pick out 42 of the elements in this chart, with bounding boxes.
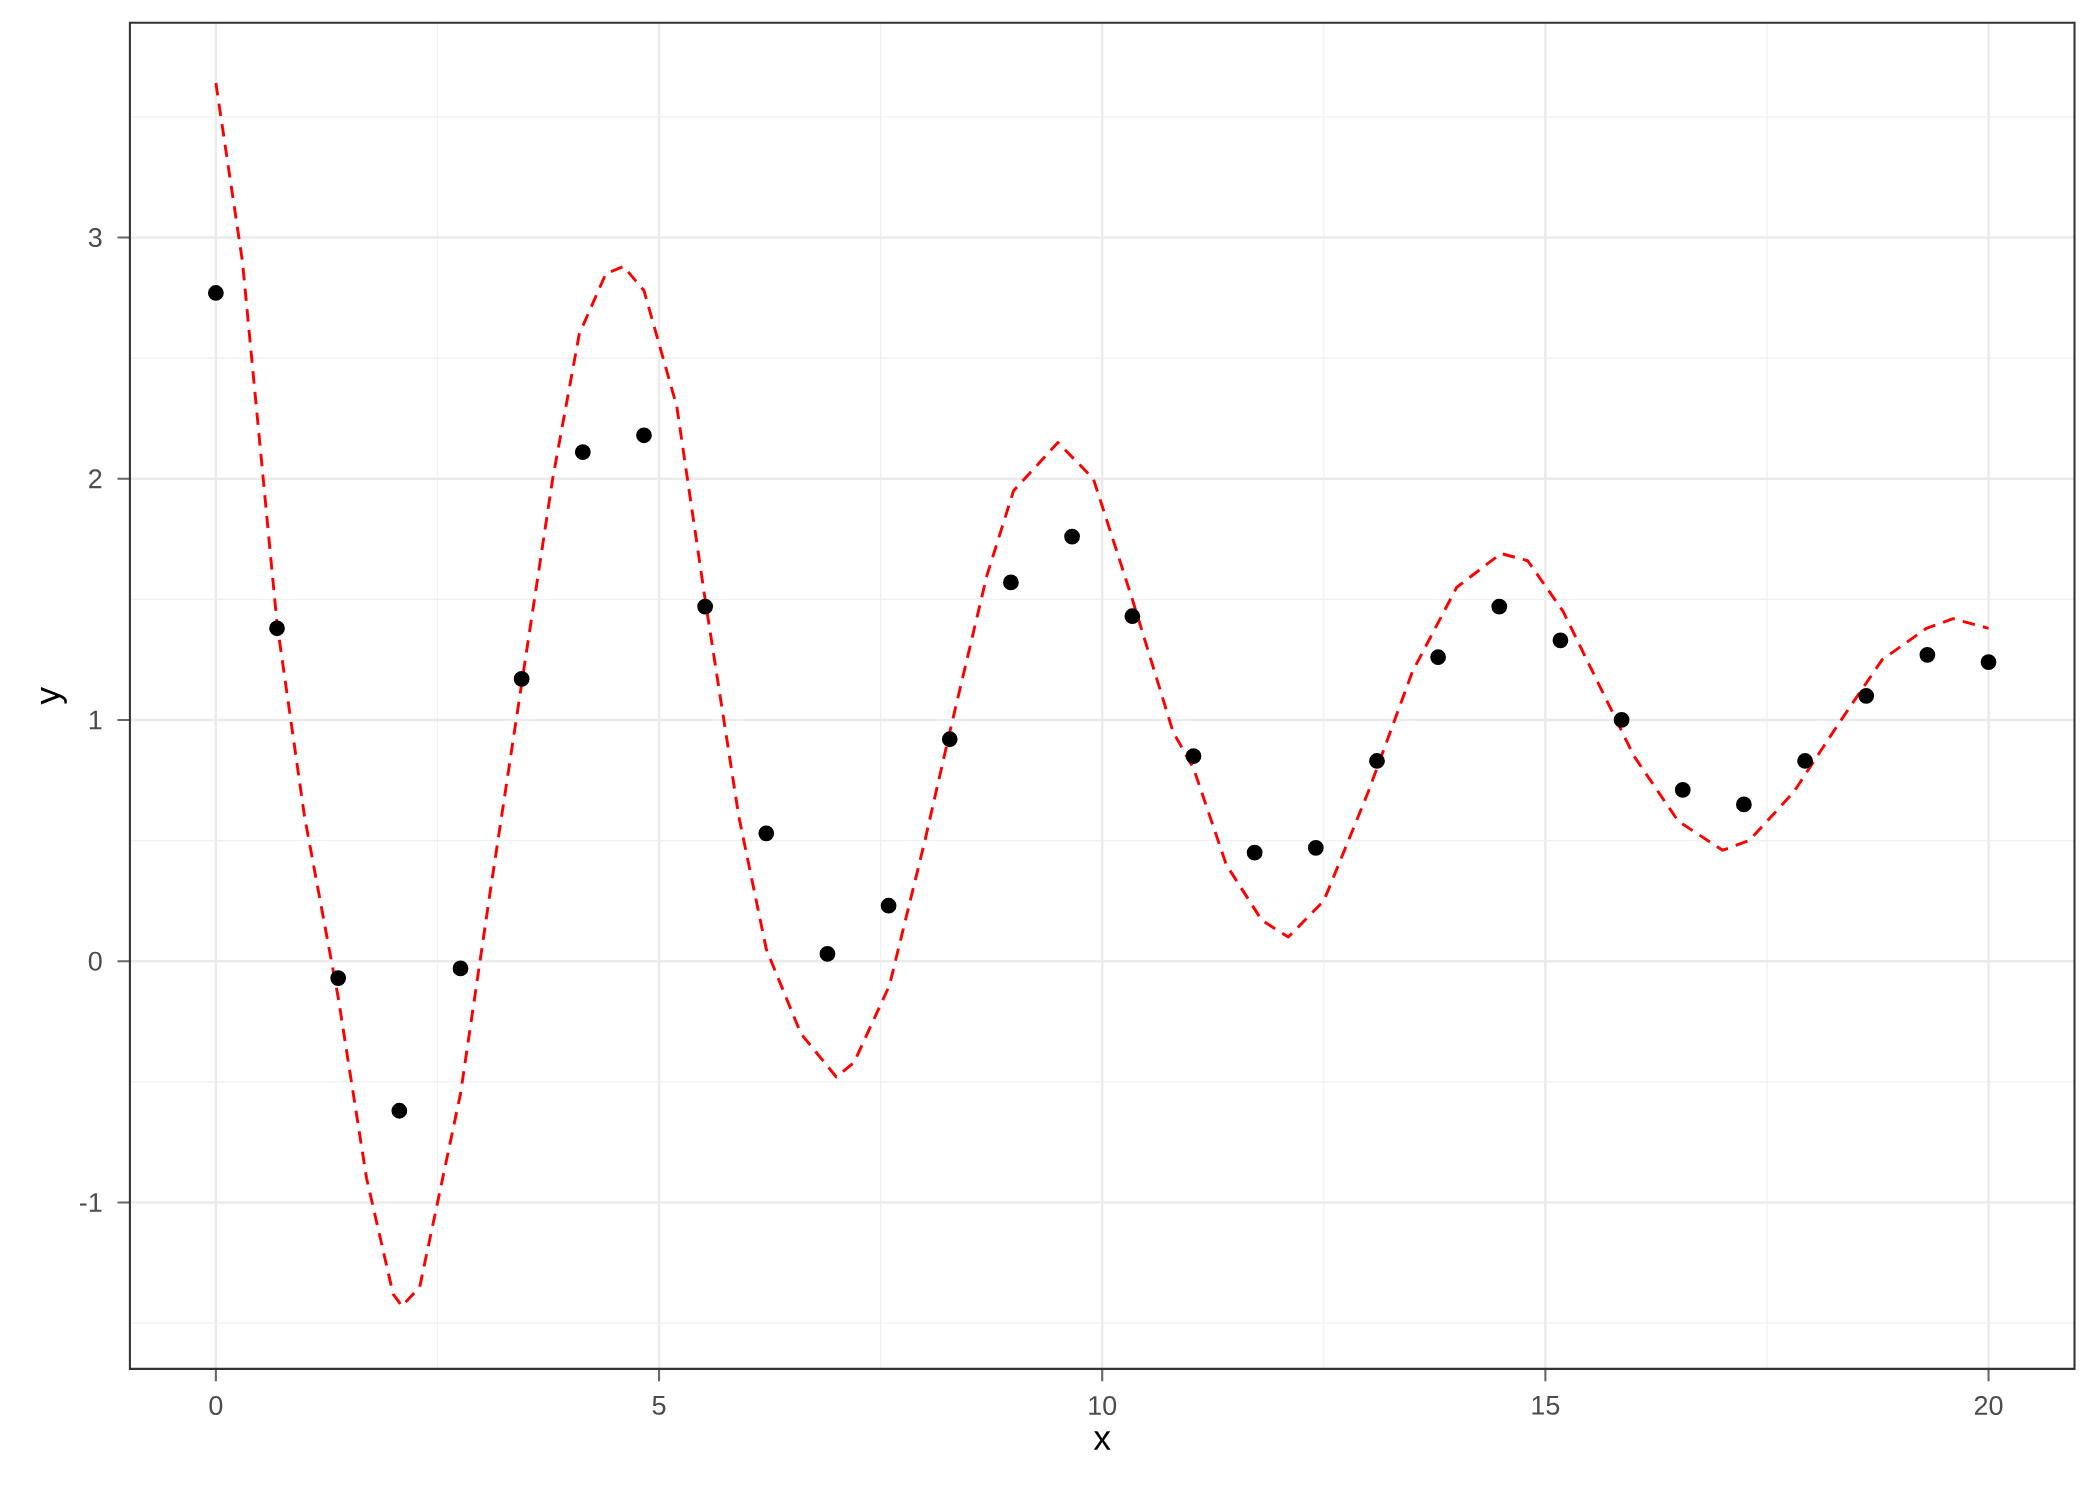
point: [513, 671, 530, 687]
point: [207, 285, 224, 301]
point: [1797, 753, 1813, 769]
point: [1613, 712, 1630, 728]
x-tick-label: 10: [1089, 1395, 1117, 1416]
point: [1246, 844, 1263, 861]
x-tick-label: 0: [209, 1395, 223, 1416]
point: [1980, 654, 1997, 670]
point: [452, 960, 469, 977]
point: [1185, 748, 1202, 764]
point: [1003, 574, 1019, 591]
point: [1307, 839, 1324, 856]
point: [697, 598, 714, 615]
point: [1736, 796, 1752, 813]
point: [758, 825, 775, 842]
point: [880, 897, 897, 914]
x-axis-title: x: [1093, 1431, 1111, 1450]
point: [941, 731, 958, 748]
y-tick-label: 1: [89, 710, 102, 730]
point: [330, 970, 347, 986]
x-tick-label: 20: [1974, 1395, 2003, 1416]
point: [1491, 598, 1508, 615]
point: [1064, 528, 1080, 545]
point: [636, 427, 652, 444]
point: [1674, 782, 1691, 798]
point: [1369, 753, 1385, 769]
y-tick-label: 3: [88, 227, 102, 247]
point: [1858, 687, 1875, 704]
y-tick-label: 0: [88, 951, 102, 971]
point: [1124, 608, 1141, 625]
y-tick-label: -1: [79, 1193, 102, 1212]
point: [574, 444, 591, 461]
point: [1919, 646, 1936, 663]
x-tick-label: 15: [1532, 1395, 1560, 1415]
point: [819, 946, 836, 962]
point: [1430, 649, 1447, 666]
point: [269, 620, 285, 637]
y-axis-title: y: [40, 687, 67, 705]
x-tick-label: 5: [652, 1395, 666, 1415]
y-tick-label: 2: [89, 469, 102, 489]
point: [1552, 632, 1569, 649]
point: [391, 1102, 408, 1119]
